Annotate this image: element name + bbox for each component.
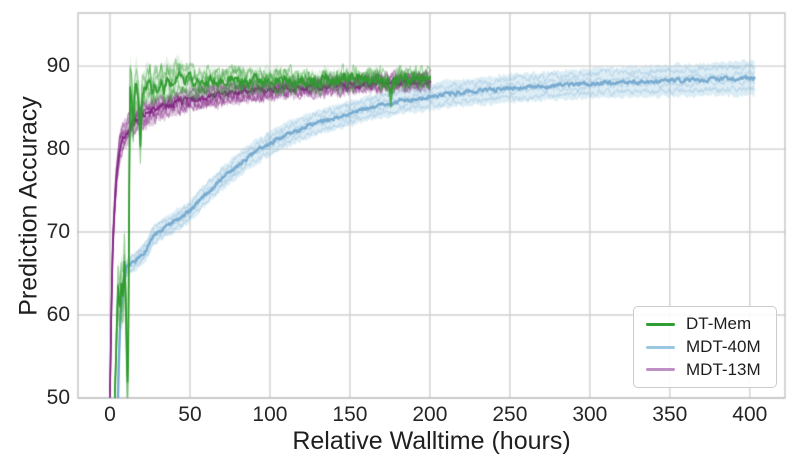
y-tick-label: 70 bbox=[46, 220, 70, 244]
legend-label: DT-Mem bbox=[686, 314, 752, 334]
legend-swatch-dt-mem bbox=[646, 322, 675, 326]
legend-label: MDT-13M bbox=[686, 359, 761, 379]
y-axis-label: Prediction Accuracy bbox=[14, 96, 43, 316]
legend-item-mdt-13m: MDT-13M bbox=[646, 358, 766, 381]
x-tick-label: 200 bbox=[412, 403, 448, 426]
x-tick-label: 100 bbox=[252, 403, 288, 426]
x-tick-label: 350 bbox=[652, 403, 688, 426]
legend-swatch-mdt-40m bbox=[646, 345, 675, 349]
x-tick-label: 0 bbox=[104, 403, 116, 426]
y-tick-label: 60 bbox=[46, 303, 70, 327]
y-tick-label: 80 bbox=[46, 137, 70, 161]
legend-item-mdt-40m: MDT-40M bbox=[646, 336, 766, 359]
x-axis-label: Relative Walltime (hours) bbox=[292, 427, 571, 455]
x-tick-label: 150 bbox=[332, 403, 368, 426]
legend-label: MDT-40M bbox=[686, 337, 761, 356]
y-tick-label: 50 bbox=[46, 386, 70, 409]
legend-item-dt-mem: DT-Mem bbox=[646, 313, 766, 336]
x-tick-label: 250 bbox=[492, 403, 528, 426]
x-tick-label: 300 bbox=[572, 403, 608, 426]
legend: DT-Mem MDT-40M MDT-13M bbox=[633, 306, 777, 388]
x-tick-label: 400 bbox=[732, 403, 768, 426]
legend-swatch-mdt-13m bbox=[646, 368, 675, 372]
x-tick-label: 50 bbox=[178, 403, 202, 426]
y-tick-label: 90 bbox=[46, 54, 70, 78]
